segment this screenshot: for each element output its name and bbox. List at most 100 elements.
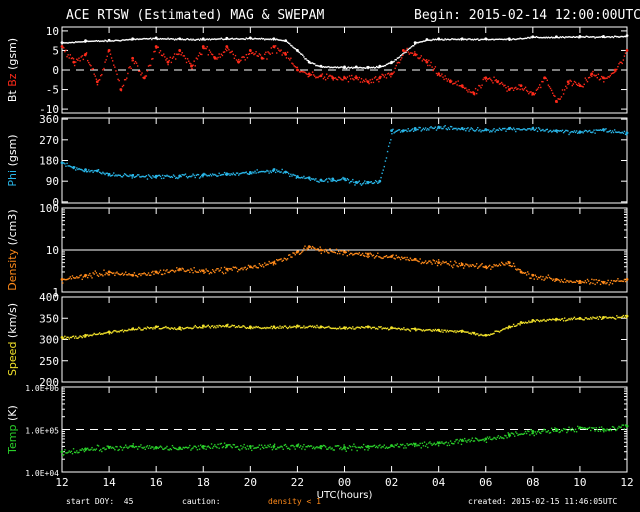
data-dot-speed [462,330,465,333]
data-dot-bt [505,38,507,41]
data-dot-phi [528,128,530,130]
data-dot-density [227,270,229,272]
data-dot-density [263,266,265,268]
data-dot-phi [345,179,347,182]
data-dot-bz [573,80,576,83]
data-dot-density [480,264,482,266]
data-dot-temp [414,445,416,448]
data-dot-bt [520,37,522,40]
data-dot-temp [560,429,563,431]
data-dot-speed [255,325,257,328]
data-dot-density [447,263,450,265]
data-dot-phi [480,131,482,133]
data-dot-phi [464,127,466,130]
data-dot-speed [142,329,144,331]
data-dot-bt [97,40,100,42]
data-dot-bz [443,78,445,81]
data-dot-density [79,274,81,277]
data-dot-temp [584,427,587,429]
data-dot-bz [65,49,67,51]
data-dot-bt [546,37,548,39]
data-dot-speed [215,327,217,329]
data-dot-temp [505,435,507,437]
data-dot-speed [197,326,200,329]
data-dot-temp [386,447,389,449]
data-dot-phi [554,130,556,132]
data-dot-temp [572,429,575,431]
data-dot-density [387,256,390,258]
data-dot-speed [156,326,158,328]
data-dot-temp [474,437,477,439]
data-dot-temp [345,450,347,452]
data-dot-bz [122,84,125,87]
data-dot-phi [175,177,177,179]
data-dot-temp [532,432,534,435]
data-dot-speed [533,320,535,322]
data-dot-bz [409,52,412,54]
data-dot-bz [530,91,532,93]
data-dot-temp [462,440,465,442]
data-dot-density [78,276,80,279]
data-dot-temp [519,433,521,436]
data-dot-density [176,267,178,269]
data-dot-bt [93,40,95,42]
data-dot-speed [416,329,418,331]
data-dot-speed [335,328,338,330]
data-dot-bt [78,41,80,43]
data-dot-density [231,269,233,271]
data-dot-speed [71,335,74,338]
data-dot-bt [525,37,528,40]
data-dot-temp [434,443,437,446]
data-dot-bz [133,62,136,65]
data-dot-temp [352,445,354,448]
data-dot-speed [110,332,113,334]
data-dot-density [333,251,336,253]
data-dot-phi [323,180,326,182]
data-dot-speed [303,325,305,327]
data-dot-speed [391,327,393,330]
ylabel-word: Bt [6,90,19,103]
data-dot-temp [529,434,531,436]
data-dot-phi [131,177,133,179]
data-dot-phi [221,173,224,176]
data-dot-bz [428,59,430,62]
data-dot-temp [517,434,519,437]
data-dot-speed [274,327,277,330]
data-dot-bt [593,36,595,38]
data-dot-phi [389,142,391,144]
data-dot-bz [418,57,420,60]
data-dot-phi [459,128,462,131]
data-dot-density [166,269,168,271]
data-dot-bz [460,85,463,88]
data-dot-speed [342,327,344,330]
data-dot-speed [261,327,264,329]
data-dot-density [417,260,419,262]
data-dot-bz [327,77,329,79]
data-dot-speed [247,327,250,329]
data-dot-bz [109,53,112,55]
data-dot-bt [498,38,501,40]
data-dot-bt [188,38,190,41]
data-dot-phi [185,175,188,178]
data-dot-bz [459,85,462,87]
data-dot-bz [269,53,271,55]
data-dot-bt [286,41,289,44]
ytick-label: 350 [39,312,59,325]
data-dot-phi [393,132,395,134]
data-dot-temp [71,452,74,455]
data-dot-bz [232,53,234,56]
data-dot-density [317,248,319,250]
data-dot-density [492,266,494,268]
data-dot-temp [107,445,110,447]
data-dot-bt [475,38,478,40]
data-dot-speed [317,326,319,328]
data-dot-phi [511,128,514,131]
data-dot-bt [381,65,383,67]
data-dot-speed [244,326,246,329]
data-dot-temp [109,445,112,448]
data-dot-bz [336,78,339,81]
data-dot-bt [293,47,295,49]
data-dot-bt [474,38,477,41]
data-dot-phi [371,182,374,185]
